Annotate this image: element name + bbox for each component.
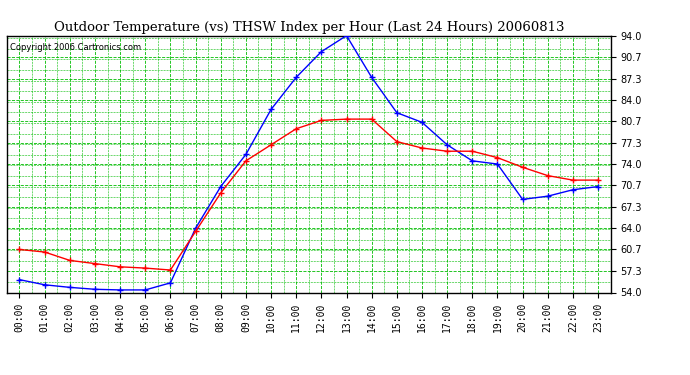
Text: Copyright 2006 Cartronics.com: Copyright 2006 Cartronics.com — [10, 44, 141, 52]
Title: Outdoor Temperature (vs) THSW Index per Hour (Last 24 Hours) 20060813: Outdoor Temperature (vs) THSW Index per … — [54, 21, 564, 34]
